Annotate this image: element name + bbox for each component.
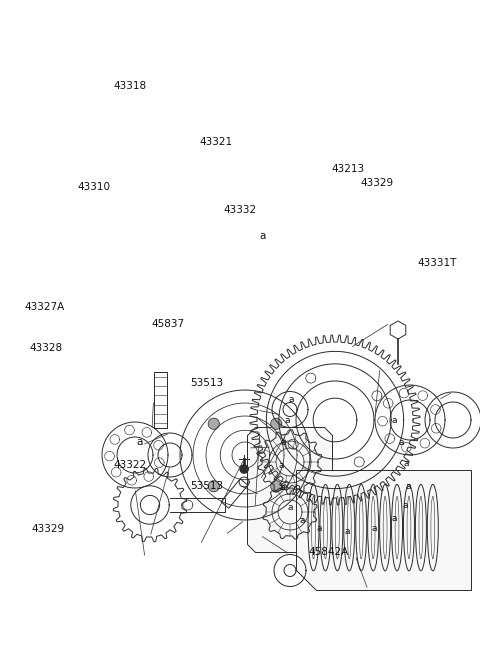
Polygon shape: [208, 419, 219, 429]
Text: a: a: [137, 437, 143, 447]
Text: 43332: 43332: [224, 204, 257, 215]
Text: a: a: [259, 231, 265, 241]
Text: a: a: [285, 416, 290, 425]
Text: a: a: [391, 416, 396, 425]
Polygon shape: [296, 470, 470, 590]
Text: a: a: [403, 459, 408, 468]
Text: 43318: 43318: [113, 81, 146, 92]
Text: 43331T: 43331T: [418, 258, 457, 269]
Text: 43310: 43310: [77, 181, 110, 192]
Polygon shape: [271, 481, 282, 492]
Text: a: a: [398, 438, 404, 447]
Text: a: a: [280, 483, 285, 493]
Text: a: a: [372, 524, 377, 533]
Text: a: a: [402, 501, 408, 510]
Text: 43329: 43329: [360, 178, 393, 189]
Text: 43322: 43322: [113, 460, 146, 470]
Text: a: a: [289, 395, 294, 404]
Text: a: a: [345, 527, 350, 536]
Text: a: a: [391, 514, 396, 523]
Bar: [154, 372, 167, 428]
Text: a: a: [300, 516, 305, 525]
Polygon shape: [208, 481, 219, 492]
Text: 45842A: 45842A: [309, 546, 349, 557]
Text: 43213: 43213: [331, 164, 364, 174]
Text: a: a: [281, 438, 286, 447]
Polygon shape: [248, 428, 333, 553]
Text: 45837: 45837: [152, 319, 185, 329]
Text: a: a: [288, 503, 293, 512]
Text: 43327A: 43327A: [24, 301, 65, 312]
Polygon shape: [271, 419, 282, 429]
Text: 53513: 53513: [190, 378, 223, 388]
Text: a: a: [406, 481, 411, 491]
Polygon shape: [240, 465, 248, 473]
Text: 53513: 53513: [190, 481, 223, 491]
Text: a: a: [278, 460, 284, 470]
Text: 43329: 43329: [31, 523, 65, 534]
Text: 43321: 43321: [199, 137, 232, 147]
Text: a: a: [317, 524, 322, 533]
Text: 43328: 43328: [29, 343, 62, 354]
